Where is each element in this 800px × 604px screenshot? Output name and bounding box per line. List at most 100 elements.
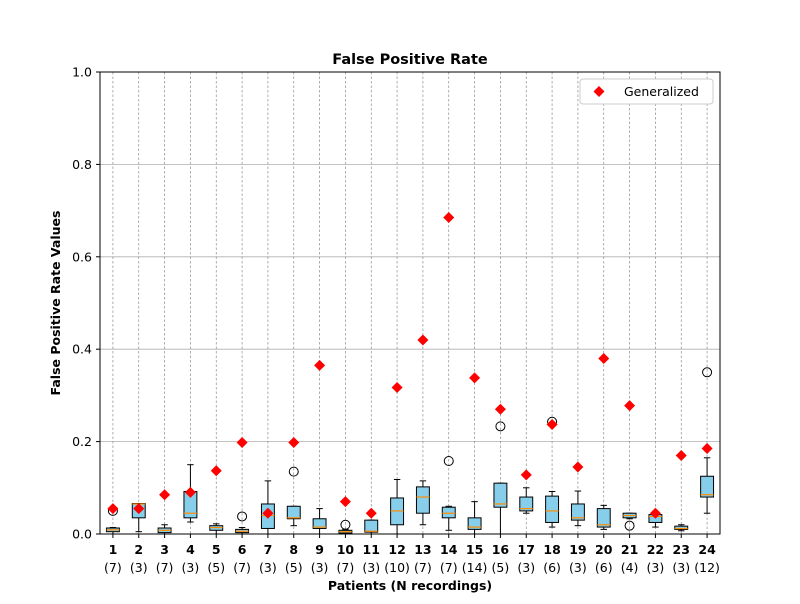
generalized-marker: [417, 334, 429, 346]
x-tick-sublabel: (12): [694, 560, 720, 575]
box: [286, 505, 301, 520]
x-tick-sublabel: (3): [672, 560, 690, 575]
box: [364, 519, 379, 533]
box: [700, 475, 715, 498]
x-tick-label: 20: [595, 542, 613, 557]
boxplot-23: [674, 524, 689, 532]
x-tick-label: 23: [673, 542, 690, 557]
generalized-marker: [598, 352, 610, 364]
outlier-point: [702, 367, 713, 378]
y-axis-label: False Positive Rate Values: [48, 211, 63, 396]
box: [570, 503, 585, 521]
boxplot-19: [570, 490, 585, 527]
generalized-marker: [339, 496, 351, 508]
generalized-marker: [701, 443, 713, 455]
x-tick-label: 2: [134, 542, 143, 557]
generalized-marker: [520, 469, 532, 481]
x-tick-sublabel: (7): [233, 560, 251, 575]
x-tick-label: 6: [238, 542, 247, 557]
generalized-marker: [494, 403, 506, 415]
y-tick-label: 0.6: [72, 249, 92, 264]
x-tick-sublabel: (7): [156, 560, 174, 575]
chart-title: False Positive Rate: [332, 52, 488, 68]
outlier-point: [443, 456, 454, 467]
y-tick-label: 0.8: [72, 157, 92, 172]
generalized-marker: [184, 486, 196, 498]
x-axis-label: Patients (N recordings): [328, 578, 492, 593]
x-tick-sublabel: (3): [517, 560, 535, 575]
generalized-marker: [262, 507, 274, 519]
x-tick-sublabel: (7): [440, 560, 458, 575]
generalized-marker: [546, 419, 558, 431]
boxplot-5: [209, 523, 224, 535]
box: [493, 482, 508, 508]
x-tick-label: 24: [698, 542, 716, 557]
x-tick-sublabel: (5): [492, 560, 510, 575]
x-tick-label: 19: [569, 542, 586, 557]
x-tick-sublabel: (5): [207, 560, 225, 575]
x-tick-label: 8: [289, 542, 298, 557]
x-tick-label: 12: [388, 542, 405, 557]
legend-label: Generalized: [624, 84, 699, 99]
x-tick-sublabel: (7): [104, 560, 122, 575]
x-tick-label: 5: [212, 542, 221, 557]
box: [519, 496, 534, 512]
x-tick-sublabel: (6): [543, 560, 561, 575]
boxplot-12: [390, 478, 405, 535]
boxplot-3: [157, 524, 172, 535]
x-tick-sublabel: (10): [384, 560, 410, 575]
x-tick-label: 11: [363, 542, 380, 557]
box: [545, 495, 560, 523]
outlier-point: [624, 520, 635, 531]
outlier-point: [237, 511, 248, 522]
legend: Generalized: [579, 78, 714, 105]
x-tick-label: 1: [109, 542, 118, 557]
x-tick-sublabel: (4): [621, 560, 639, 575]
outlier-point: [340, 519, 351, 530]
generalized-marker: [391, 382, 403, 394]
x-tick-label: 17: [518, 542, 535, 557]
x-tick-sublabel: (3): [647, 560, 665, 575]
generalized-marker: [314, 359, 326, 371]
x-tick-label: 16: [492, 542, 510, 557]
x-tick-sublabel: (3): [362, 560, 380, 575]
boxplot-14: [441, 456, 456, 531]
generalized-marker: [469, 372, 481, 384]
x-tick-label: 18: [543, 542, 560, 557]
generalized-marker: [107, 503, 119, 515]
x-tick-sublabel: (3): [259, 560, 277, 575]
boxplot-17: [519, 487, 534, 514]
x-tick-sublabel: (3): [311, 560, 329, 575]
boxplot-15: [467, 501, 482, 535]
outlier-point: [495, 421, 506, 432]
x-tick-label: 3: [160, 542, 169, 557]
generalized-marker: [236, 437, 248, 449]
x-tick-sublabel: (3): [130, 560, 148, 575]
x-tick-label: 7: [264, 542, 273, 557]
boxplot-13: [415, 480, 430, 526]
boxplot-21: [622, 512, 637, 531]
generalized-marker: [133, 503, 145, 515]
generalized-marker: [443, 212, 455, 224]
x-tick-label: 13: [414, 542, 431, 557]
boxplot-8: [286, 466, 301, 527]
boxplot-9: [312, 508, 327, 535]
x-tick-sublabel: (7): [414, 560, 432, 575]
box: [467, 517, 482, 530]
generalized-marker: [624, 400, 636, 412]
x-tick-label: 10: [337, 542, 355, 557]
generalized-marker: [210, 465, 222, 477]
x-tick-label: 14: [440, 542, 458, 557]
x-tick-label: 4: [186, 542, 195, 557]
x-tick-sublabel: (3): [569, 560, 587, 575]
box: [415, 486, 430, 514]
boxplot-24: [700, 367, 715, 514]
boxplot-7: [260, 480, 275, 535]
box: [441, 506, 456, 519]
legend-marker: [593, 86, 605, 97]
x-tick-label: 9: [315, 542, 324, 557]
x-tick-sublabel: (7): [337, 560, 355, 575]
x-tick-sublabel: (14): [462, 560, 488, 575]
generalized-marker: [288, 437, 300, 449]
